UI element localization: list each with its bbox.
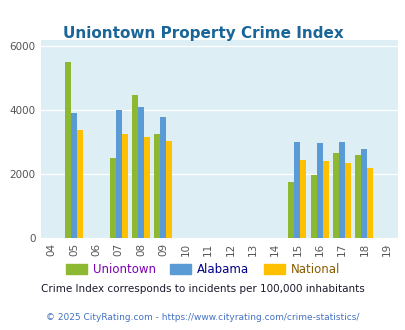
Bar [132, 95, 138, 238]
Text: Crime Index corresponds to incidents per 100,000 inhabitants: Crime Index corresponds to incidents per… [41, 284, 364, 294]
Bar [332, 153, 338, 238]
Bar [338, 143, 344, 238]
Bar [71, 113, 77, 238]
Bar [294, 143, 300, 238]
Bar [138, 107, 144, 238]
Bar [344, 163, 350, 238]
Bar [109, 158, 115, 238]
Bar [122, 134, 128, 238]
Bar [115, 110, 122, 238]
Legend: Uniontown, Alabama, National: Uniontown, Alabama, National [61, 258, 344, 281]
Bar [65, 62, 71, 238]
Bar [354, 154, 360, 238]
Bar [360, 149, 367, 238]
Text: Uniontown Property Crime Index: Uniontown Property Crime Index [62, 26, 343, 41]
Bar [310, 175, 316, 238]
Bar [367, 168, 373, 238]
Bar [166, 141, 172, 238]
Bar [154, 134, 160, 238]
Bar [77, 130, 83, 238]
Text: © 2025 CityRating.com - https://www.cityrating.com/crime-statistics/: © 2025 CityRating.com - https://www.city… [46, 313, 359, 322]
Bar [322, 161, 328, 238]
Bar [316, 144, 322, 238]
Bar [288, 182, 294, 238]
Bar [300, 160, 306, 238]
Bar [160, 117, 166, 238]
Bar [144, 137, 150, 238]
